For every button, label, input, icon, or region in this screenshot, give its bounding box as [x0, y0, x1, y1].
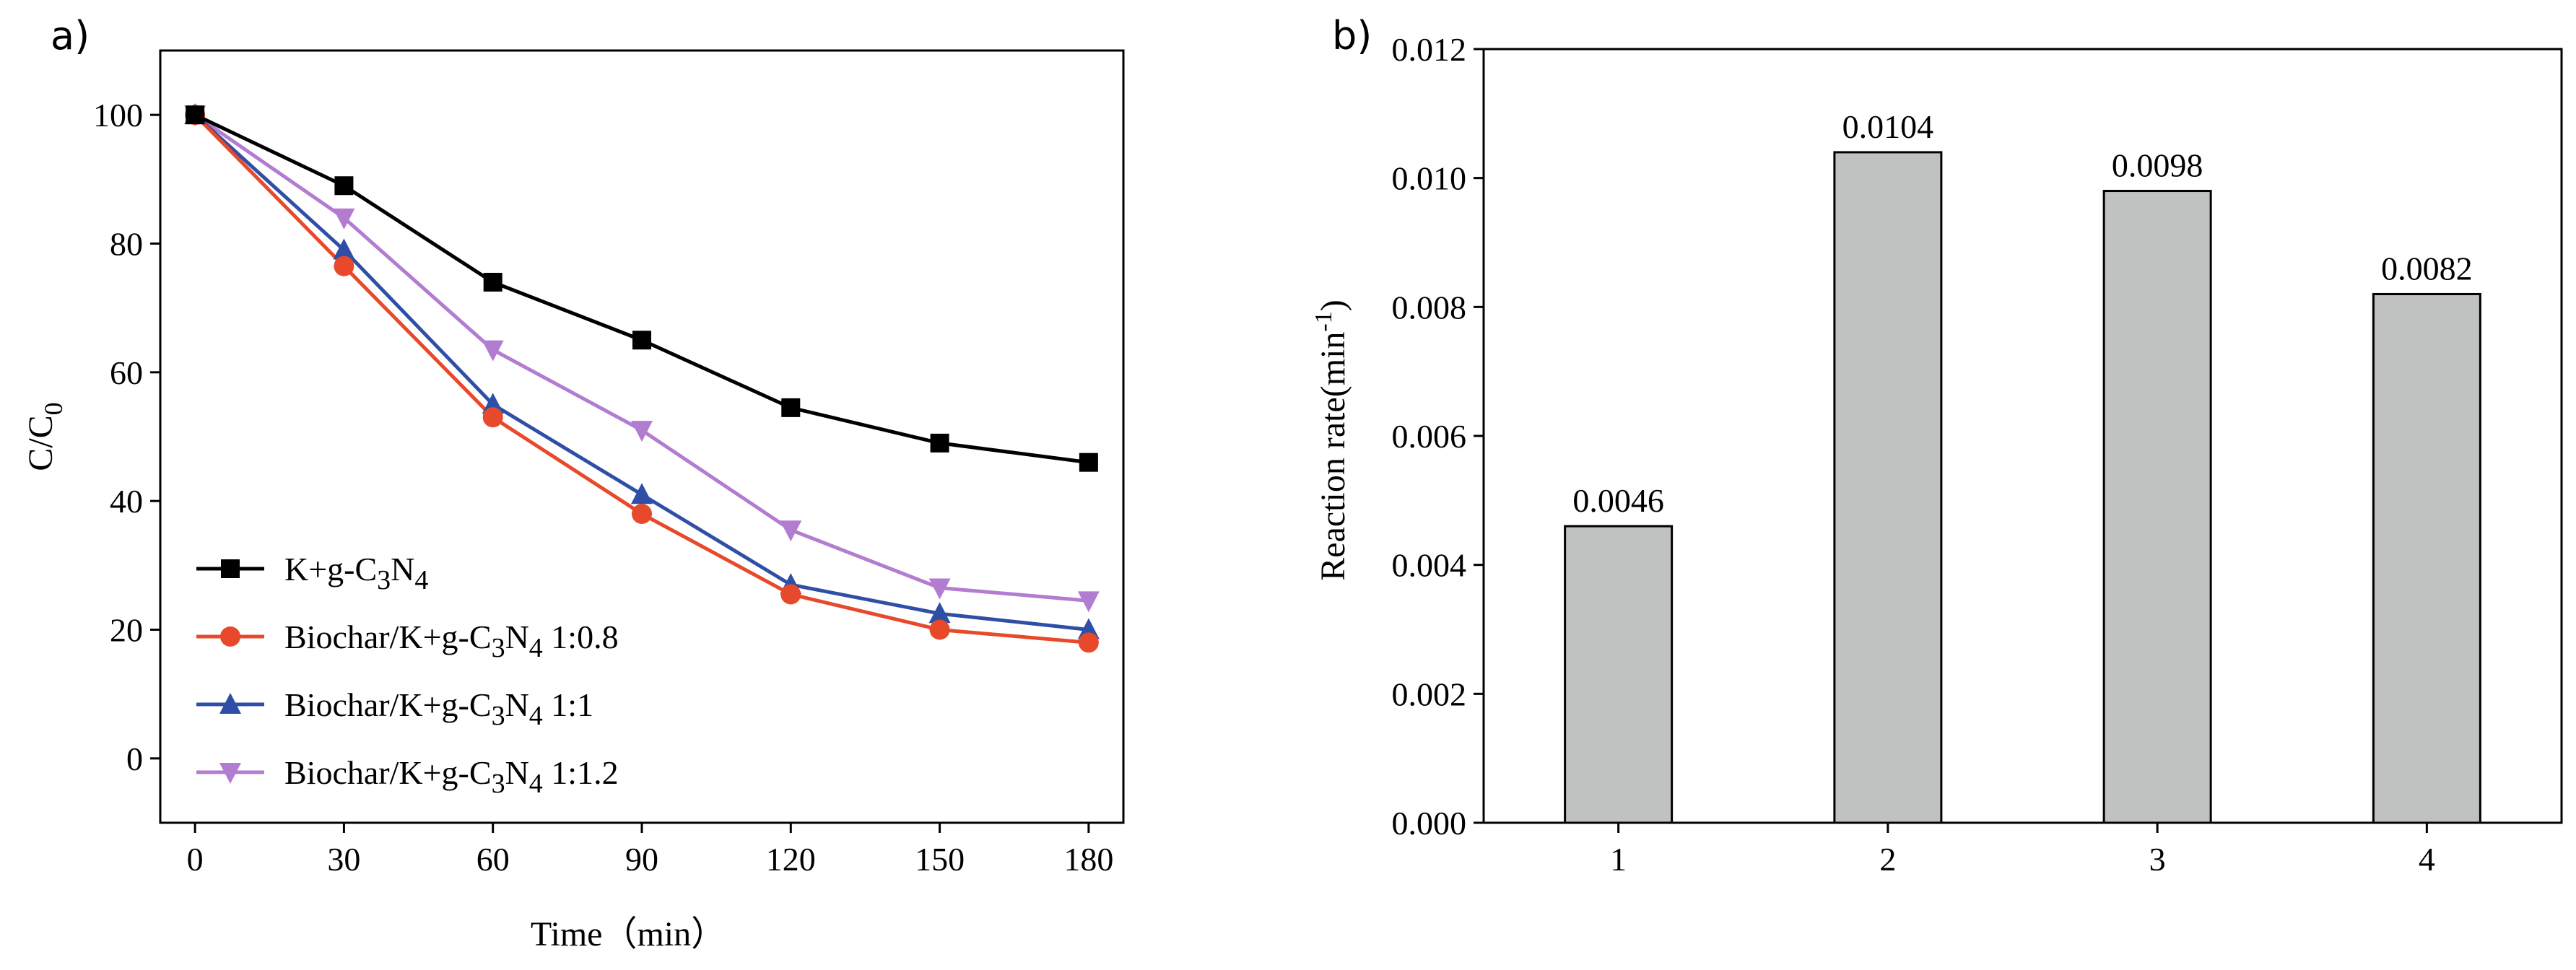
data-point	[1078, 632, 1099, 653]
y-tick-label: 100	[93, 97, 143, 134]
panel-a-label: a)	[51, 13, 90, 58]
y-tick-label: 0.008	[1392, 289, 1467, 325]
data-point	[631, 483, 653, 504]
bar	[1833, 151, 1943, 824]
y-tick-label: 0.004	[1392, 547, 1467, 584]
series-line	[193, 113, 1089, 603]
data-point	[780, 520, 802, 542]
legend-label: Biochar/K+g-C3N4 1:0.8	[284, 619, 619, 663]
x-tick-label: 150	[915, 841, 965, 878]
data-point	[482, 407, 503, 428]
legend-marker	[219, 693, 241, 714]
bar-value-label: 0.0046	[1572, 482, 1664, 519]
panel-a-series-markers	[184, 103, 1100, 653]
data-point	[333, 208, 355, 230]
data-point	[482, 393, 504, 414]
panel-b-y-ticks: 0.000 0.002 0.004 0.006 0.008 0.010 0.012	[1392, 31, 1484, 842]
x-tick-label: 60	[477, 841, 510, 878]
data-point	[781, 398, 801, 417]
panel-a-line-chart: a) 0 30 60 90 120 150 180 0 20 40 60 80 100 K+g-C3N…	[22, 13, 1125, 953]
panel-a-y-axis-title: C/C0	[22, 402, 68, 471]
y-tick-label: 0.006	[1392, 418, 1467, 455]
x-tick-label: 2	[1879, 841, 1896, 878]
legend-label: Biochar/K+g-C3N4 1:1.2	[284, 754, 619, 799]
data-point	[929, 619, 950, 640]
y-tick-label: 0.000	[1392, 805, 1467, 842]
panel-b-bars: 0.0046 0.0104 0.0098 0.0082	[1564, 108, 2481, 824]
data-point	[928, 602, 951, 624]
bar-value-label: 0.0104	[1842, 108, 1934, 145]
data-point	[334, 255, 354, 276]
panel-a-legend: K+g-C3N4 Biochar/K+g-C3N4 1:0.8 Biochar/K+…	[196, 551, 619, 799]
y-tick-label: 0.002	[1392, 676, 1467, 712]
legend-marker	[220, 626, 240, 647]
x-tick-label: 0	[187, 841, 204, 878]
data-point	[483, 273, 502, 292]
y-tick-label: 40	[110, 483, 143, 520]
y-tick-label: 60	[110, 354, 143, 391]
y-tick-label: 0.010	[1392, 160, 1467, 197]
data-point	[631, 421, 653, 442]
data-point	[1079, 453, 1098, 472]
bar	[2102, 190, 2212, 824]
data-point	[928, 578, 951, 600]
bar-value-label: 0.0082	[2381, 250, 2473, 287]
x-tick-label: 3	[2149, 841, 2166, 878]
legend-marker	[221, 559, 240, 578]
panel-a-x-ticks: 0 30 60 90 120 150 180	[187, 823, 1113, 878]
data-point	[1077, 618, 1100, 639]
panel-a-x-axis-title: Time（min）	[531, 915, 726, 953]
panel-b-bar-chart: b) 0.000 0.002 0.004 0.006 0.008 0.010 0.012 1…	[1310, 13, 2563, 878]
bar	[2372, 292, 2481, 824]
data-point	[632, 504, 652, 524]
bar-value-label: 0.0098	[2112, 147, 2203, 184]
x-tick-label: 120	[766, 841, 816, 878]
data-point	[930, 433, 949, 453]
y-tick-label: 20	[110, 612, 143, 649]
panel-b-y-axis-title: Reaction rate(min-1)	[1310, 300, 1352, 581]
legend-label: Biochar/K+g-C3N4 1:1	[284, 686, 593, 731]
data-point	[333, 238, 355, 260]
legend-marker	[219, 763, 241, 784]
y-tick-label: 80	[110, 226, 143, 263]
data-point	[632, 331, 651, 350]
data-point	[1077, 591, 1100, 613]
y-tick-label: 0	[126, 740, 143, 777]
legend-label: K+g-C3N4	[284, 551, 428, 595]
x-tick-label: 4	[2419, 841, 2435, 878]
bar	[1564, 525, 1674, 824]
panel-a-y-ticks: 0 20 40 60 80 100	[93, 97, 160, 777]
data-point	[334, 176, 354, 196]
x-tick-label: 90	[625, 841, 658, 878]
x-tick-label: 180	[1063, 841, 1113, 878]
data-point	[780, 584, 801, 605]
series-line	[194, 113, 1089, 465]
panel-b-x-ticks: 1 2 3 4	[1610, 823, 2435, 878]
x-tick-label: 1	[1610, 841, 1627, 878]
panel-b-label: b)	[1332, 13, 1372, 58]
y-tick-label: 0.012	[1392, 31, 1467, 68]
data-point	[186, 105, 205, 125]
data-point	[482, 340, 504, 362]
x-tick-label: 30	[327, 841, 360, 878]
